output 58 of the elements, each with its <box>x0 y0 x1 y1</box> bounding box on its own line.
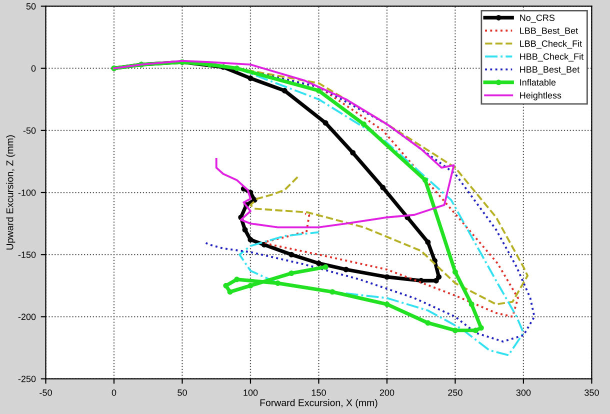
point <box>330 289 336 295</box>
point <box>223 282 229 288</box>
point <box>227 289 233 295</box>
x-tick-label: 0 <box>112 389 116 396</box>
x-tick-label: 50 <box>178 389 187 396</box>
point <box>468 302 474 308</box>
point <box>322 120 328 126</box>
legend-label: LBB_Best_Bet <box>520 28 578 36</box>
point <box>248 75 254 82</box>
point <box>384 274 390 280</box>
y-axis-title: Upward Excursion, Z (mm) <box>6 135 16 250</box>
x-tick-label: 150 <box>312 389 326 396</box>
point <box>282 88 288 94</box>
x-tick-label: 300 <box>516 389 531 396</box>
point <box>384 302 390 308</box>
legend-label: HBB_Best_Bet <box>520 66 580 74</box>
point <box>234 66 240 72</box>
x-tick-label: 250 <box>448 389 462 396</box>
y-tick-label: -250 <box>18 376 36 382</box>
point <box>422 177 428 183</box>
legend-label: Heightless <box>520 92 562 100</box>
y-tick-label: -150 <box>18 252 36 258</box>
legend-label: LBB_Check_Fit <box>520 40 582 49</box>
point <box>452 269 458 275</box>
x-tick-label: 100 <box>244 389 258 396</box>
point <box>316 88 322 94</box>
y-tick-label: -50 <box>23 127 36 134</box>
legend-label: No_CRS <box>520 14 555 23</box>
point <box>360 121 367 127</box>
x-tick-label: 350 <box>584 389 599 396</box>
y-tick-label: -200 <box>18 314 36 320</box>
legend-label: Inflatable <box>520 78 556 86</box>
legend-label: HBB_Check_Fit <box>520 53 584 62</box>
point <box>248 236 254 242</box>
x-axis-title: Forward Excursion, X (mm) <box>260 399 378 408</box>
point <box>478 325 484 331</box>
point <box>316 260 322 266</box>
point <box>248 282 254 288</box>
point <box>275 280 281 286</box>
point <box>261 242 267 248</box>
y-tick-label: -100 <box>18 189 36 196</box>
y-tick-label: 50 <box>26 3 36 10</box>
point <box>242 226 248 233</box>
x-tick-label: 200 <box>380 389 394 396</box>
point <box>234 276 240 282</box>
point <box>425 239 431 245</box>
x-tick-label: -50 <box>40 389 52 396</box>
y-tick-label: 0 <box>31 65 36 72</box>
point <box>322 264 328 270</box>
point <box>288 252 294 258</box>
point <box>343 266 349 272</box>
point <box>380 184 386 190</box>
point <box>452 328 458 334</box>
point <box>425 320 431 326</box>
point <box>472 328 478 334</box>
point <box>350 150 356 156</box>
point <box>288 270 294 276</box>
point <box>436 274 442 280</box>
